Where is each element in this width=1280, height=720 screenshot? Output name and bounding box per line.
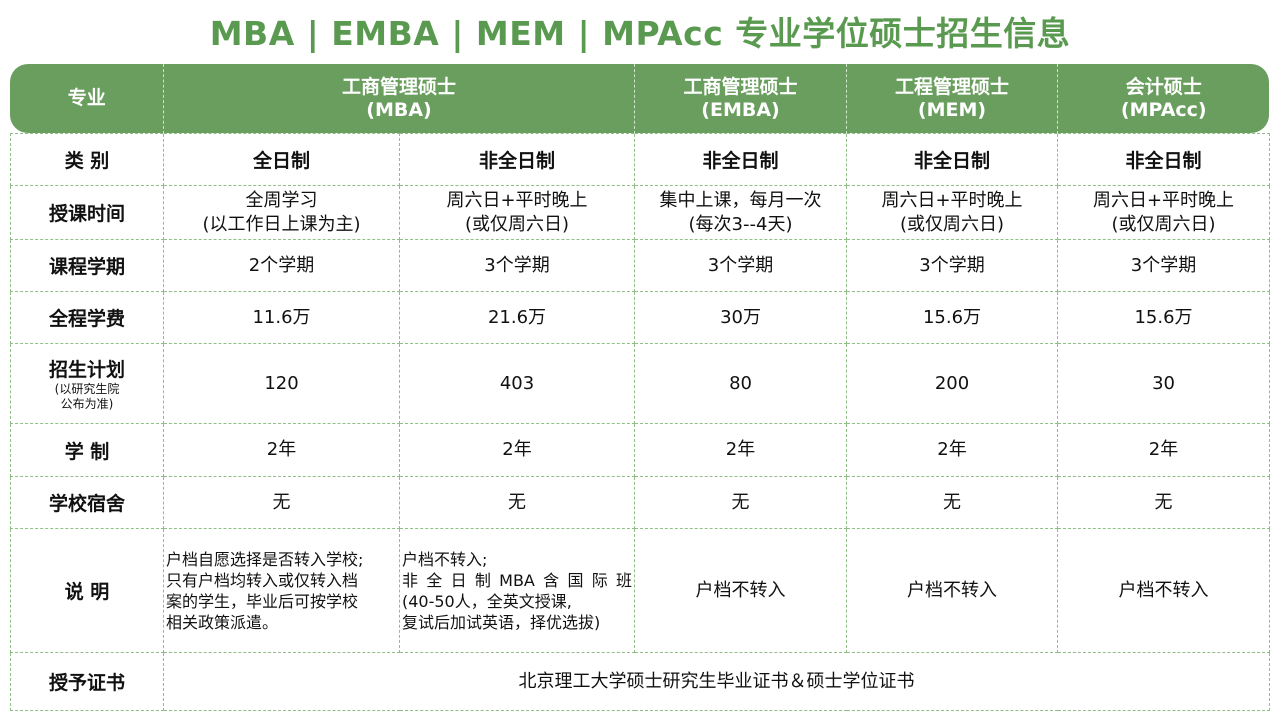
tuition-cell: 21.6万 (398, 291, 636, 344)
table-row-category: 类 别 全日制 非全日制 非全日制 非全日制 非全日制 (10, 133, 1271, 186)
notes-parttime-mba: 户档不转入; 非全日制MBA含国际班 (40-50人，全英文授课, 复试后加试英… (398, 528, 636, 653)
table-row-notes: 说 明 户档自愿选择是否转入学校; 只有户档均转入或仅转入档 案的学生，毕业后可… (10, 528, 1271, 653)
category-cell: 全日制 (163, 133, 400, 186)
enrollment-cell: 30 (1057, 343, 1271, 424)
header-row: 专业 工商管理硕士 (MBA) 工商管理硕士 (EMBA) 工程管理硕士 (ME… (10, 64, 1270, 134)
schedule-cell: 集中上课，每月一次 (每次3--4天) (634, 185, 848, 240)
schedule-cell: 全周学习 (以工作日上课为主) (163, 185, 400, 240)
table-row-enrollment: 招生计划 (以研究生院 公布为准) 120 403 80 200 30 (10, 343, 1271, 424)
table-row-dorm: 学校宿舍 无 无 无 无 无 (10, 476, 1271, 529)
info-table: 专业 工商管理硕士 (MBA) 工商管理硕士 (EMBA) 工程管理硕士 (ME… (10, 64, 1271, 711)
header-mba: 工商管理硕士 (MBA) (163, 64, 636, 134)
schedule-cell: 周六日+平时晚上 (或仅周六日) (1057, 185, 1271, 240)
row-label-notes: 说 明 (10, 528, 164, 653)
row-label-enrollment: 招生计划 (以研究生院 公布为准) (10, 343, 164, 424)
table-row-certificate: 授予证书 北京理工大学硕士研究生毕业证书＆硕士学位证书 (10, 652, 1271, 711)
row-label-schedule: 授课时间 (10, 185, 164, 240)
terms-cell: 3个学期 (846, 239, 1059, 292)
terms-cell: 3个学期 (398, 239, 636, 292)
duration-cell: 2年 (1057, 423, 1271, 477)
row-label-tuition: 全程学费 (10, 291, 164, 344)
certificate-cell: 北京理工大学硕士研究生毕业证书＆硕士学位证书 (162, 652, 1271, 711)
enrollment-cell: 80 (634, 343, 848, 424)
header-mpacc: 会计硕士 (MPAcc) (1120, 75, 1207, 121)
row-label-certificate: 授予证书 (10, 652, 164, 711)
enrollment-note: 公布为准) (60, 397, 114, 411)
enrollment-cell: 120 (163, 343, 400, 424)
enrollment-cell: 403 (398, 343, 636, 424)
duration-cell: 2年 (163, 423, 400, 477)
terms-cell: 3个学期 (1057, 239, 1271, 292)
notes-mpacc: 户档不转入 (1057, 528, 1271, 653)
category-cell: 非全日制 (1057, 133, 1271, 186)
notes-emba: 户档不转入 (634, 528, 848, 653)
enrollment-cell: 200 (846, 343, 1059, 424)
tuition-cell: 30万 (634, 291, 848, 344)
dorm-cell: 无 (398, 476, 636, 529)
table-row-duration: 学 制 2年 2年 2年 2年 2年 (10, 423, 1271, 477)
tuition-cell: 15.6万 (1057, 291, 1271, 344)
row-label-duration: 学 制 (10, 423, 164, 477)
dorm-cell: 无 (846, 476, 1059, 529)
table-row-tuition: 全程学费 11.6万 21.6万 30万 15.6万 15.6万 (10, 291, 1271, 344)
table-row-schedule: 授课时间 全周学习 (以工作日上课为主) 周六日+平时晚上 (或仅周六日) 集中上课… (10, 185, 1271, 240)
notes-fulltime-mba: 户档自愿选择是否转入学校; 只有户档均转入或仅转入档 案的学生，毕业后可按学校 … (163, 528, 400, 653)
dorm-cell: 无 (634, 476, 848, 529)
tuition-cell: 11.6万 (163, 291, 400, 344)
category-cell: 非全日制 (634, 133, 848, 186)
row-label-terms: 课程学期 (10, 239, 164, 292)
schedule-cell: 周六日+平时晚上 (或仅周六日) (398, 185, 636, 240)
terms-cell: 2个学期 (163, 239, 400, 292)
category-cell: 非全日制 (846, 133, 1059, 186)
header-major: 专业 (10, 64, 164, 134)
header-emba: 工商管理硕士 (EMBA) (634, 64, 848, 134)
duration-cell: 2年 (634, 423, 848, 477)
duration-cell: 2年 (846, 423, 1059, 477)
terms-cell: 3个学期 (634, 239, 848, 292)
tuition-cell: 15.6万 (846, 291, 1059, 344)
notes-mem: 户档不转入 (846, 528, 1059, 653)
header-mem: 工程管理硕士 (MEM) (846, 64, 1059, 134)
schedule-cell: 周六日+平时晚上 (或仅周六日) (846, 185, 1059, 240)
dorm-cell: 无 (1057, 476, 1271, 529)
enrollment-note: (以研究生院 (54, 382, 120, 396)
dorm-cell: 无 (163, 476, 400, 529)
admissions-table: 专业 工商管理硕士 (MBA) 工商管理硕士 (EMBA) 工程管理硕士 (ME… (10, 64, 1271, 711)
page-title: MBA | EMBA | MEM | MPAcc 专业学位硕士招生信息 (209, 14, 1071, 53)
row-label-dorm: 学校宿舍 (10, 476, 164, 529)
duration-cell: 2年 (398, 423, 636, 477)
category-cell: 非全日制 (398, 133, 636, 186)
row-label-category: 类 别 (10, 133, 164, 186)
table-row-terms: 课程学期 2个学期 3个学期 3个学期 3个学期 3个学期 (10, 239, 1271, 292)
